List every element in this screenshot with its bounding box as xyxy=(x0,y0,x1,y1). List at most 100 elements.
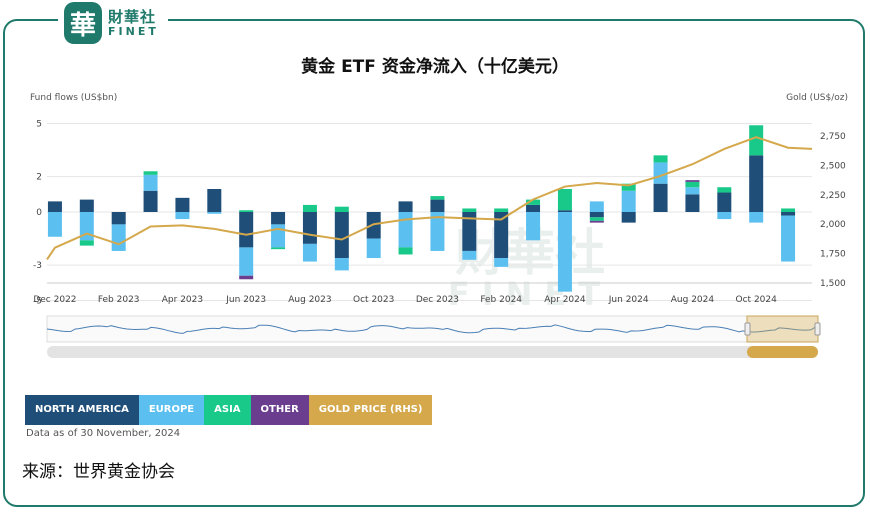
bar-other xyxy=(589,220,604,223)
bar-asia xyxy=(143,171,158,175)
bar-europe xyxy=(621,190,636,212)
bar-europe xyxy=(781,215,796,262)
scrollbar-track xyxy=(47,346,818,358)
y2-axis-label: Gold (US$/oz) xyxy=(786,93,848,103)
bar-north-america xyxy=(749,155,764,212)
finet-logo: 華 財華社 FINET xyxy=(58,0,168,46)
legend-item-europe[interactable]: EUROPE xyxy=(138,395,205,425)
y-axis-label: Fund flows (US$bn) xyxy=(30,93,117,103)
bar-north-america xyxy=(557,210,572,212)
bar-asia xyxy=(781,208,796,212)
bar-north-america xyxy=(621,212,636,223)
bar-asia xyxy=(653,155,668,163)
bar-europe xyxy=(398,212,413,248)
bar-north-america xyxy=(143,190,158,212)
bar-asia xyxy=(334,206,349,212)
bar-north-america xyxy=(79,199,94,212)
gold-price-line xyxy=(46,136,813,261)
navigator-right-handle xyxy=(814,322,821,336)
bar-other xyxy=(239,275,254,280)
x-tick-label: Apr 2023 xyxy=(162,295,203,305)
bar-asia xyxy=(430,196,445,200)
bar-europe xyxy=(430,212,445,251)
y-tick-label: -5 xyxy=(33,297,42,307)
bar-asia xyxy=(398,247,413,255)
x-tick-label: Feb 2023 xyxy=(98,295,140,305)
y2-tick-label: 2,500 xyxy=(820,161,846,171)
bar-europe xyxy=(494,258,509,267)
chart-frame xyxy=(3,19,865,507)
bar-europe xyxy=(749,212,764,223)
bar-europe xyxy=(462,250,477,260)
chart-title: 黄金 ETF 资金净流入（十亿美元） xyxy=(301,57,569,77)
bar-europe xyxy=(302,243,317,262)
bar-north-america xyxy=(589,212,604,218)
legend-item-asia[interactable]: ASIA xyxy=(204,395,251,425)
bar-europe xyxy=(589,201,604,212)
bar-europe xyxy=(47,212,62,237)
bar-europe xyxy=(239,247,254,276)
bar-europe xyxy=(653,162,668,184)
y2-tick-label: 1,750 xyxy=(820,250,846,260)
x-tick-label: Jun 2023 xyxy=(225,295,266,305)
legend-item-north-america[interactable]: NORTH AMERICA xyxy=(25,395,139,425)
bar-asia xyxy=(79,240,94,246)
navigator-selection xyxy=(746,315,819,343)
bar-north-america xyxy=(494,212,509,259)
y2-tick-label: 2,250 xyxy=(820,191,846,201)
x-tick-label: Jun 2024 xyxy=(608,295,649,305)
bar-asia xyxy=(239,210,254,212)
bar-europe xyxy=(143,174,158,191)
bar-europe xyxy=(175,212,190,220)
bar-north-america xyxy=(526,204,541,212)
scrollbar-thumb xyxy=(747,346,818,358)
y-tick-label: 5 xyxy=(36,120,42,130)
bar-asia xyxy=(526,199,541,205)
bar-north-america xyxy=(685,194,700,212)
bar-north-america xyxy=(47,201,62,212)
x-tick-label: Dec 2023 xyxy=(416,295,459,305)
bar-north-america xyxy=(239,212,254,248)
bar-asia xyxy=(685,181,700,188)
note-date: 30 November, 2024 xyxy=(80,428,181,439)
x-tick-label: Feb 2024 xyxy=(480,295,522,305)
navigator-series-line xyxy=(46,324,816,334)
bar-other xyxy=(685,180,700,182)
bar-asia xyxy=(717,187,732,193)
bar-asia xyxy=(621,183,636,191)
y-tick-label: -3 xyxy=(33,261,42,271)
bar-north-america xyxy=(398,201,413,212)
bar-europe xyxy=(111,224,126,251)
bar-asia xyxy=(749,125,764,156)
bar-europe xyxy=(717,212,732,220)
x-tick-label: Oct 2024 xyxy=(736,295,778,305)
bar-north-america xyxy=(653,183,668,212)
bar-asia xyxy=(302,204,317,212)
y-tick-label: 2 xyxy=(36,173,42,183)
y-tick-label: 0 xyxy=(36,208,42,218)
bar-asia xyxy=(462,208,477,212)
bar-europe xyxy=(557,212,572,292)
legend-item-other[interactable]: OTHER xyxy=(250,395,309,425)
bar-north-america xyxy=(207,188,222,212)
x-tick-label: Aug 2024 xyxy=(671,295,715,305)
watermark-en: FINET xyxy=(448,275,612,313)
bar-europe xyxy=(271,224,286,248)
x-tick-label: Apr 2024 xyxy=(544,295,586,305)
bar-europe xyxy=(366,238,381,259)
bar-asia xyxy=(557,188,572,211)
x-tick-label: Oct 2023 xyxy=(353,295,394,305)
bar-asia xyxy=(589,217,604,221)
bar-europe xyxy=(334,258,349,271)
x-tick-label: Dec 2022 xyxy=(33,295,76,305)
bar-north-america xyxy=(717,192,732,212)
bar-north-america xyxy=(271,212,286,225)
source-note: 来源：世界黄金协会 xyxy=(22,462,175,482)
legend-item-gold-price-rhs[interactable]: GOLD PRICE (RHS) xyxy=(308,395,433,425)
bar-north-america xyxy=(111,212,126,225)
bar-north-america xyxy=(462,212,477,251)
bar-north-america xyxy=(302,212,317,244)
logo-badge: 華 xyxy=(64,2,102,44)
y2-tick-label: 2,000 xyxy=(820,220,846,230)
